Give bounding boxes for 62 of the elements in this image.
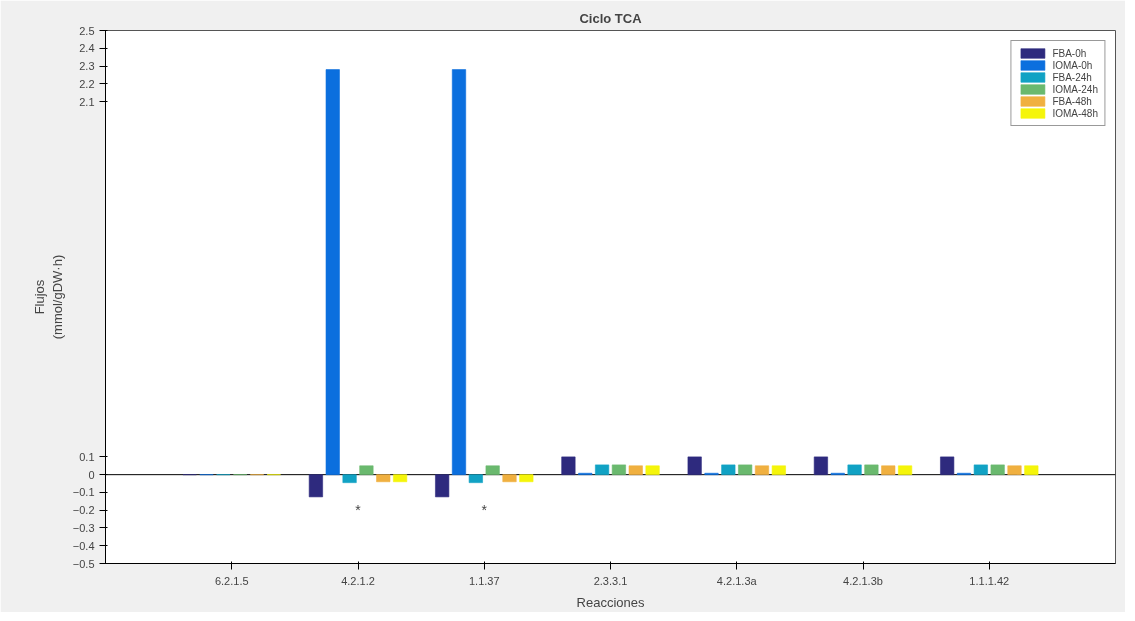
y-tick-label: −0.5 — [72, 557, 95, 570]
annotation: * — [481, 502, 488, 519]
bar — [393, 474, 408, 483]
bar — [325, 69, 340, 475]
chart-title: Ciclo TCA — [579, 10, 643, 26]
bar — [847, 464, 862, 475]
bar — [864, 464, 879, 475]
y-tick-label: 2.5 — [79, 24, 95, 37]
bar — [1007, 465, 1022, 475]
legend-label: FBA-48h — [1052, 95, 1092, 107]
bar — [990, 464, 1005, 475]
y-tick-label: 0 — [88, 468, 95, 481]
legend-label: IOMA-0h — [1052, 59, 1093, 71]
x-tick-label: 1.1.1.42 — [969, 574, 1010, 587]
bar — [771, 465, 786, 475]
bar — [468, 474, 483, 483]
bar — [738, 464, 753, 475]
legend-label: FBA-0h — [1052, 47, 1087, 59]
y-tick-label: 2.1 — [79, 95, 95, 108]
bar — [940, 456, 955, 475]
y-tick-label: −0.2 — [72, 504, 95, 517]
bar — [1024, 465, 1039, 475]
y-tick-label: 2.2 — [79, 77, 95, 90]
bar — [561, 456, 576, 475]
bar — [502, 474, 517, 483]
y-tick-label: −0.1 — [72, 486, 95, 499]
y-tick-label: 2.3 — [79, 60, 95, 73]
legend-label: IOMA-24h — [1052, 83, 1098, 95]
bar — [435, 474, 450, 498]
bar — [754, 465, 770, 475]
legend-label: IOMA-48h — [1052, 107, 1098, 119]
bar — [376, 474, 391, 483]
y-tick-label: 2.4 — [79, 42, 95, 55]
x-tick-label: 1.1.37 — [468, 574, 500, 587]
bar — [973, 464, 988, 475]
y-axis-title: Flujos (mmol/gDW·h) — [31, 254, 65, 340]
x-tick-label: 4.2.1.2 — [341, 574, 375, 587]
legend-label: FBA-24h — [1052, 71, 1092, 83]
bar — [595, 464, 610, 475]
x-tick-label: 2.3.3.1 — [593, 574, 628, 587]
annotation: * — [355, 502, 362, 519]
x-tick-label: 6.2.1.5 — [214, 574, 249, 587]
y-tick-label: 0.1 — [79, 450, 95, 463]
bar — [721, 464, 736, 475]
bar — [485, 465, 500, 475]
bar — [342, 474, 357, 483]
bar — [451, 69, 467, 475]
bar — [687, 456, 702, 475]
bar — [628, 465, 643, 475]
bar — [519, 474, 534, 483]
bar — [611, 464, 626, 475]
x-tick-label: 4.2.1.3b — [843, 574, 883, 587]
bar — [359, 465, 374, 475]
x-tick-label: 4.2.1.3a — [716, 574, 758, 587]
bar — [881, 465, 896, 475]
bar — [898, 465, 913, 475]
bar — [308, 474, 323, 498]
x-axis-title: Reacciones — [576, 594, 645, 610]
y-tick-label: −0.3 — [72, 521, 95, 534]
bar — [645, 465, 660, 475]
bar — [813, 456, 828, 475]
y-tick-label: −0.4 — [72, 539, 95, 552]
